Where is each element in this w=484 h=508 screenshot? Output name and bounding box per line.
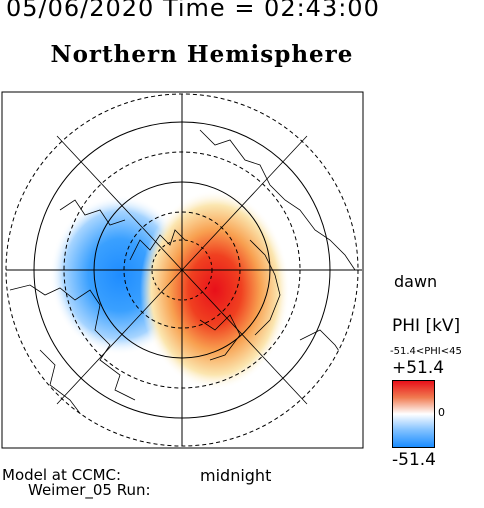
- polar-potential-map: [1, 91, 364, 449]
- midnight-label: midnight: [200, 466, 272, 485]
- model-info: Model at CCMC: Weimer_05 Run:: [2, 468, 151, 498]
- colorbar-min-label: -51.4: [392, 450, 436, 470]
- colorbar-range: -51.4<PHI<45: [390, 346, 462, 357]
- colorbar-title: PHI [kV]: [392, 316, 461, 336]
- colorbar-zero-label: 0: [438, 406, 445, 419]
- model-line-1: Model at CCMC:: [2, 466, 122, 484]
- colorbar: [392, 380, 435, 448]
- datetime-header: 05/06/2020 Time = 02:43:00: [6, 0, 380, 22]
- hemisphere-title: Northern Hemisphere: [50, 41, 354, 68]
- colorbar-max-label: +51.4: [392, 358, 445, 378]
- meridian-line: [56, 135, 308, 405]
- model-line-2: Weimer_05 Run:: [28, 481, 151, 499]
- dawn-label: dawn: [394, 272, 438, 291]
- positive-potential-cell: [140, 190, 290, 390]
